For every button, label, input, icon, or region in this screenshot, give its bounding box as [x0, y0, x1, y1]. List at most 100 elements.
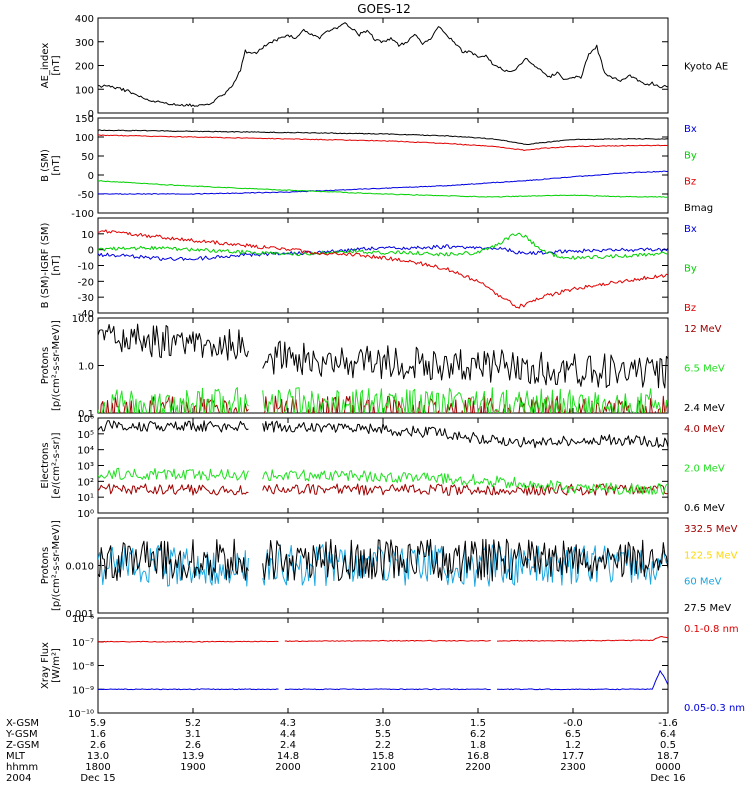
- y-tick-label: -30: [78, 293, 94, 304]
- series-line: [98, 636, 668, 643]
- y-tick-label: 10⁴: [77, 446, 94, 457]
- y-tick-label: 1.0: [78, 362, 94, 373]
- y-axis-label: [e/(cm²-s-sr)]: [51, 432, 62, 498]
- y-tick-label: -100: [71, 209, 94, 220]
- y-tick-label: 150: [75, 114, 94, 125]
- y-tick-label: -50: [78, 190, 94, 201]
- panel-frame: [97, 117, 669, 214]
- x-axis-tick-label: 0000: [655, 762, 680, 773]
- y-tick-label: 10⁻⁷: [72, 638, 94, 649]
- y-tick-label: -10: [78, 262, 94, 273]
- y-tick-label: 0: [88, 171, 94, 182]
- x-axis-row-label: X-GSM: [6, 718, 39, 729]
- legend-entry: By: [684, 264, 697, 275]
- x-axis-tick-label: 18.7: [657, 751, 679, 762]
- x-axis-tick-label: 1.5: [470, 718, 486, 729]
- panel-4: 0.1 1.0 10.0 Protons [p/(cm²-s-sr-MeV)] 12 Me…: [40, 314, 725, 420]
- x-axis-tick-label: Dec 16: [650, 773, 685, 784]
- panel-frame: [97, 617, 669, 714]
- legend-entry: 0.1-0.8 nm: [684, 624, 739, 635]
- x-axis-tick-label: 15.8: [372, 751, 394, 762]
- y-tick-label: 10⁻⁹: [72, 685, 94, 696]
- y-tick-label: 50: [81, 152, 94, 163]
- x-axis-tick-label: 13.9: [182, 751, 204, 762]
- series-line: [98, 22, 668, 107]
- legend-entry: 2.0 MeV: [684, 464, 725, 475]
- y-axis-label: B (SM)-IGRF (SM): [40, 223, 51, 309]
- y-tick-label: 400: [75, 14, 94, 25]
- legend-entry: 0.05-0.3 nm: [684, 703, 745, 714]
- x-axis-table: X-GSMY-GSMZ-GSMMLThhmm20045.91.62.613.01…: [5, 718, 686, 784]
- y-tick-label: 10⁻⁸: [72, 662, 94, 673]
- y-tick-label: 0: [88, 109, 94, 120]
- x-axis-row-label: 2004: [6, 773, 31, 784]
- panel-2: -100 -50 0 50 100 150 B (SM) [nT] Bx By Bz Bmag: [40, 114, 713, 220]
- y-tick-label: 0.010: [65, 562, 94, 573]
- legend-entry: Bx: [684, 224, 697, 235]
- x-axis-row-label: MLT: [6, 751, 26, 762]
- x-axis-tick-label: 1.2: [565, 740, 581, 751]
- x-axis-tick-label: 5.9: [90, 718, 106, 729]
- y-tick-label: 0.001: [65, 609, 94, 620]
- x-axis-tick-label: 1900: [180, 762, 205, 773]
- panel-frame: [97, 17, 669, 114]
- x-axis-tick-label: 6.2: [470, 729, 486, 740]
- x-axis-tick-label: 6.5: [565, 729, 581, 740]
- y-axis-label: [nT]: [51, 55, 62, 75]
- y-tick-label: 10³: [77, 462, 94, 473]
- panel-frame: [97, 217, 669, 314]
- x-axis-tick-label: 2000: [275, 762, 300, 773]
- series-line: [98, 538, 668, 582]
- y-tick-label: 10⁻⁶: [72, 614, 94, 625]
- y-tick-label: 100: [75, 85, 94, 96]
- y-tick-label: 300: [75, 38, 94, 49]
- panel-6: 0.001 0.010 Protons [p/(cm²-s-sr-MeV)] 332.5…: [40, 517, 738, 620]
- x-axis-tick-label: -0.0: [563, 718, 583, 729]
- series-line: [98, 170, 668, 195]
- x-axis-tick-label: 0.5: [660, 740, 676, 751]
- series-line: [98, 244, 668, 261]
- y-tick-label: 0.1: [78, 409, 94, 420]
- y-axis-label: B (SM): [40, 149, 51, 182]
- series-line: [98, 129, 668, 145]
- legend-entry: 122.5 MeV: [684, 550, 738, 561]
- y-axis-label: Xray Flux: [40, 642, 51, 689]
- y-axis-label: [p/(cm²-s-sr-MeV)]: [51, 320, 62, 411]
- y-tick-label: 10¹: [77, 493, 94, 504]
- y-tick-label: -20: [78, 277, 94, 288]
- x-axis-row-label: hhmm: [6, 762, 38, 773]
- legend-entry: 12 MeV: [684, 324, 722, 335]
- series-line: [98, 420, 668, 449]
- x-axis-tick-label: 4.3: [280, 718, 296, 729]
- legend-entry: 0.6 MeV: [684, 503, 725, 514]
- legend-entry: Bz: [684, 303, 696, 314]
- x-axis-tick-label: 17.7: [562, 751, 584, 762]
- legend-entry: 2.4 MeV: [684, 403, 725, 414]
- x-axis-tick-label: 2.6: [185, 740, 201, 751]
- y-tick-label: 10⁶: [77, 414, 94, 425]
- x-axis-tick-label: 4.4: [280, 729, 296, 740]
- y-axis-label: Electrons: [40, 442, 51, 488]
- x-axis-tick-label: 2.2: [375, 740, 391, 751]
- x-axis-tick-label: 2300: [560, 762, 585, 773]
- y-tick-label: 10⁰: [77, 509, 94, 520]
- panel-frame: [97, 417, 669, 514]
- panel-7: 10⁻¹⁰ 10⁻⁹ 10⁻⁸ 10⁻⁷ 10⁻⁶ Xray Flux [W/m²] 0.1-…: [40, 614, 745, 720]
- legend-entry: Bx: [684, 124, 697, 135]
- panel-1: 0 100 200 300 400 AE_index [nT] Kyoto AE: [40, 14, 728, 120]
- legend-entry: By: [684, 150, 697, 161]
- series-line: [98, 232, 668, 260]
- x-axis-row-label: Y-GSM: [5, 729, 38, 740]
- series-line: [98, 467, 668, 496]
- series-line: [98, 229, 668, 309]
- legend-entry: Bz: [684, 177, 696, 188]
- legend-entry: 332.5 MeV: [684, 524, 738, 535]
- x-axis-tick-label: 5.5: [375, 729, 391, 740]
- series-line: [98, 180, 668, 198]
- y-axis-label: [nT]: [51, 155, 62, 175]
- legend-entry: 4.0 MeV: [684, 424, 725, 435]
- panel-3: -40 -30 -20 -10 0 10 B (SM)-IGRF (SM) [nT] Bx By B…: [40, 217, 697, 320]
- y-axis-label: Protons: [40, 347, 51, 384]
- y-tick-label: 0: [88, 246, 94, 257]
